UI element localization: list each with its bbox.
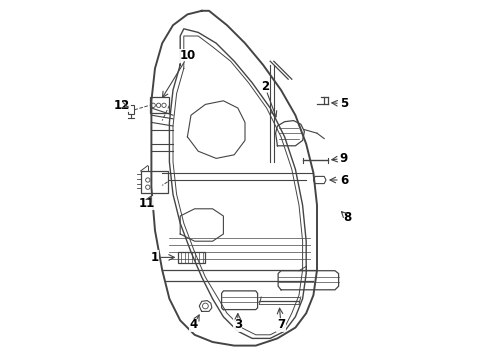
Text: 7: 7	[277, 318, 285, 331]
Text: 3: 3	[234, 318, 242, 331]
Text: 8: 8	[343, 211, 352, 224]
Bar	[178, 252, 205, 263]
Bar	[149, 97, 170, 113]
Text: 5: 5	[340, 97, 348, 110]
Text: 6: 6	[340, 174, 348, 186]
Bar	[128, 105, 134, 114]
Bar	[141, 171, 168, 193]
Text: 11: 11	[139, 197, 155, 210]
Text: 10: 10	[180, 49, 196, 62]
Text: 9: 9	[340, 152, 348, 165]
Text: 2: 2	[261, 80, 269, 93]
Text: 4: 4	[190, 318, 198, 331]
Text: 1: 1	[150, 251, 158, 264]
Text: 12: 12	[114, 99, 130, 112]
